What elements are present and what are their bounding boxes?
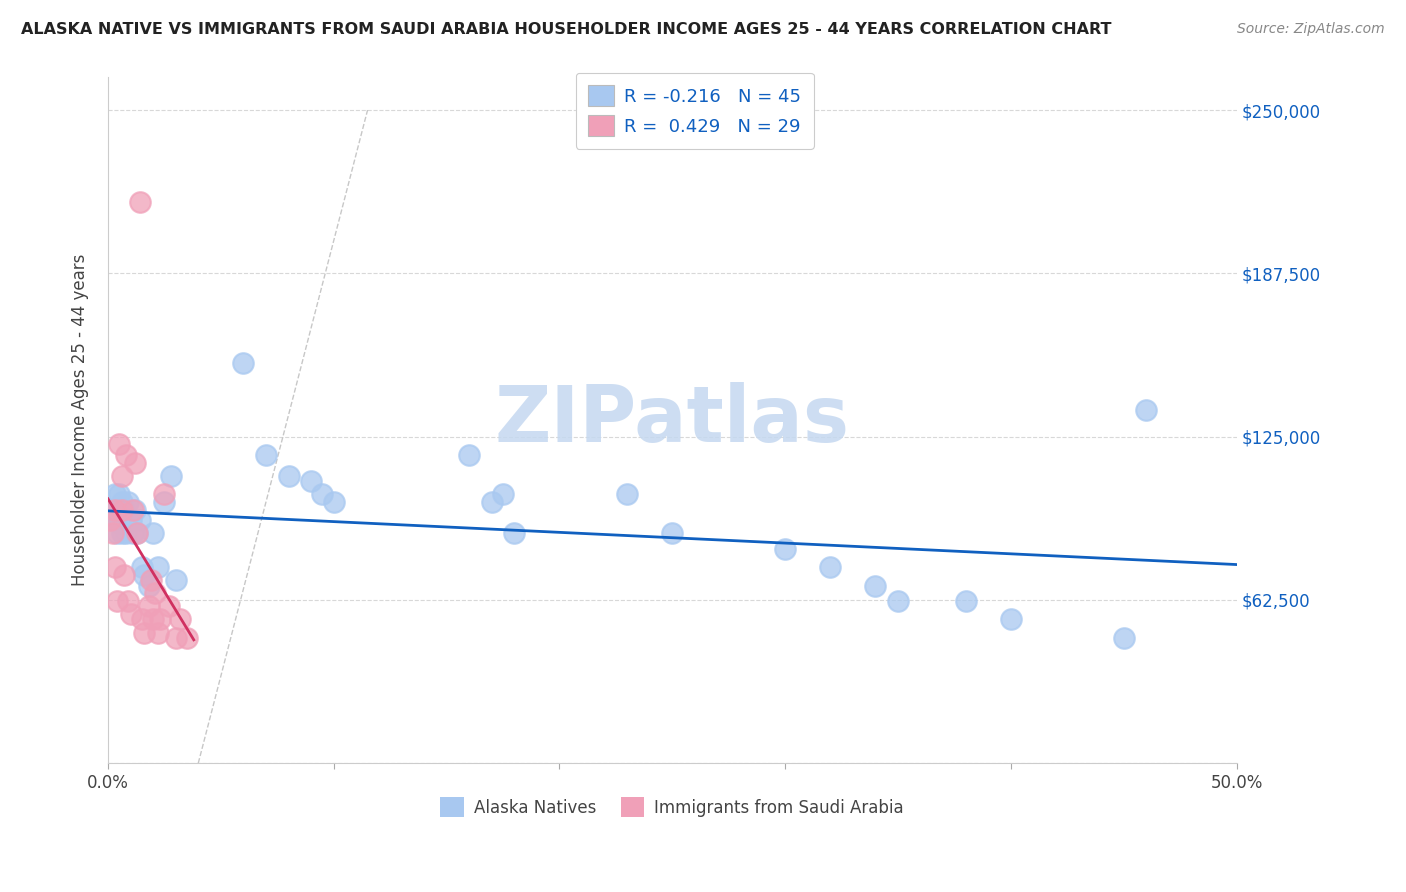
Point (165, 574, 187, 588)
Point (254, 448, 277, 462)
Point (165, 631, 187, 645)
Point (142, 612, 165, 626)
Point (131, 560, 153, 574)
Point (146, 560, 169, 574)
Point (146, 625, 169, 640)
Text: ALASKA NATIVE VS IMMIGRANTS FROM SAUDI ARABIA HOUSEHOLDER INCOME AGES 25 - 44 YE: ALASKA NATIVE VS IMMIGRANTS FROM SAUDI A… (21, 22, 1112, 37)
Text: Source: ZipAtlas.com: Source: ZipAtlas.com (1237, 22, 1385, 37)
Point (108, 516, 131, 530)
Point (115, 526, 138, 541)
Point (128, 194, 150, 209)
Point (104, 502, 127, 516)
Text: ZIPatlas: ZIPatlas (495, 383, 849, 458)
Point (1112, 631, 1135, 645)
Point (110, 502, 132, 516)
Point (112, 568, 135, 582)
Point (481, 495, 503, 509)
Point (98, 513, 121, 527)
Point (232, 356, 254, 370)
Point (865, 578, 887, 592)
Point (124, 502, 146, 516)
Point (105, 526, 128, 541)
Point (105, 502, 128, 516)
Point (128, 513, 150, 527)
Point (101, 502, 124, 516)
Point (110, 526, 132, 541)
Point (149, 612, 172, 626)
Point (104, 560, 127, 574)
Point (121, 526, 143, 541)
Point (139, 574, 162, 588)
Point (105, 594, 128, 608)
Point (277, 468, 299, 483)
Point (127, 526, 149, 541)
Point (322, 495, 344, 509)
Legend: Alaska Natives, Immigrants from Saudi Arabia: Alaska Natives, Immigrants from Saudi Ar… (434, 791, 911, 823)
Point (1135, 403, 1157, 417)
Point (661, 526, 683, 541)
Point (112, 502, 135, 516)
Point (104, 487, 127, 501)
Point (503, 526, 526, 541)
Point (153, 495, 176, 509)
Point (132, 625, 155, 640)
Point (101, 526, 124, 541)
Point (108, 487, 131, 501)
Point (138, 578, 160, 592)
Point (132, 568, 155, 582)
Point (157, 599, 180, 614)
Point (820, 560, 842, 574)
Point (169, 612, 191, 626)
Point (311, 487, 333, 501)
Point (121, 502, 143, 516)
Point (110, 468, 132, 483)
Point (153, 487, 176, 501)
Point (108, 437, 131, 451)
Point (955, 594, 977, 608)
Point (145, 586, 167, 600)
Point (124, 456, 146, 470)
Point (110, 495, 132, 509)
Point (120, 607, 142, 622)
Point (138, 599, 160, 614)
Point (117, 495, 139, 509)
Point (142, 526, 165, 541)
Point (104, 513, 127, 527)
Point (1000, 612, 1022, 626)
Point (127, 526, 149, 541)
Point (117, 594, 139, 608)
Point (299, 474, 322, 488)
Point (120, 513, 142, 527)
Point (616, 487, 638, 501)
Point (887, 594, 910, 608)
Point (131, 612, 153, 626)
Point (115, 448, 138, 462)
Point (492, 487, 515, 501)
Point (458, 448, 481, 462)
Point (773, 541, 796, 556)
Point (160, 468, 183, 483)
Y-axis label: Householder Income Ages 25 - 44 years: Householder Income Ages 25 - 44 years (72, 254, 89, 586)
Point (176, 631, 198, 645)
